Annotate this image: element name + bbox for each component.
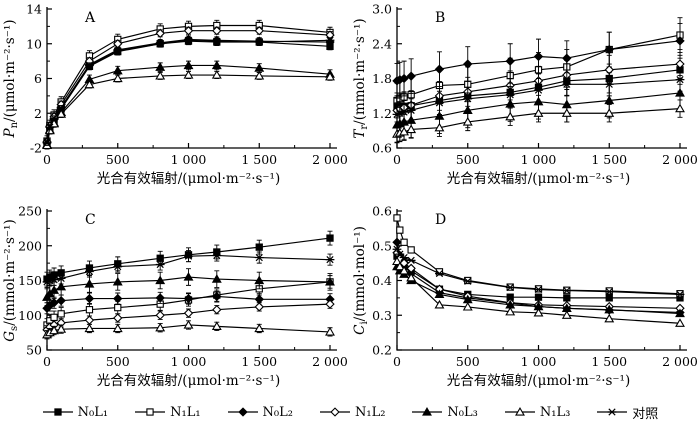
x-tick-label: 500 bbox=[456, 354, 480, 369]
legend-label: N₁L₁ bbox=[170, 404, 201, 420]
chart-panel-d: 0.2 0.3 0.4 0.5 0.6 0 500 1 000 1 500 2 000 D 光合有效辐… bbox=[352, 204, 698, 390]
x-tick-label: 1 500 bbox=[241, 354, 277, 369]
x-tick-label: 0 bbox=[43, 152, 51, 167]
y-tick-label: 250 bbox=[18, 204, 42, 219]
legend-item-5: N₁L₃ bbox=[504, 405, 570, 420]
chart-series-5 bbox=[392, 99, 685, 144]
y-tick-label: 50 bbox=[26, 343, 42, 358]
chart-panel-b: 0.6 1.2 1.8 2.4 3.0 0 500 1 000 1 500 2 000 B 光合有效辐… bbox=[352, 2, 698, 188]
y-tick-label: 10 bbox=[26, 36, 42, 51]
y-tick-label: 0.4 bbox=[372, 273, 392, 288]
y-tick-label: -2 bbox=[30, 141, 42, 156]
legend-item-4: N₀L₃ bbox=[411, 404, 478, 420]
legend-triangle-filled-icon bbox=[412, 406, 443, 416]
legend-label: N₀L₂ bbox=[262, 404, 293, 420]
legend-label: 对照 bbox=[632, 406, 659, 422]
y-tick-label: 1.2 bbox=[372, 106, 392, 121]
chart-series-6 bbox=[42, 249, 335, 288]
y-axis-label: Gs/(mmol·m⁻²·s⁻¹) bbox=[2, 219, 20, 341]
x-tick-label: 0 bbox=[393, 152, 401, 167]
x-tick-label: 1 500 bbox=[241, 152, 277, 167]
legend-diamond-filled-icon bbox=[227, 407, 258, 417]
y-tick-label: 0.2 bbox=[372, 343, 392, 358]
y-tick-label: 1.8 bbox=[372, 71, 392, 86]
panel-letter: D bbox=[435, 212, 446, 228]
y-tick-label: 0.6 bbox=[372, 204, 392, 219]
panel-letter: C bbox=[85, 212, 96, 228]
chart-series-6 bbox=[392, 67, 685, 127]
chart-series-5 bbox=[392, 256, 685, 327]
x-tick-label: 1 500 bbox=[591, 354, 627, 369]
x-axis-label: 光合有效辐射/(μmol·m⁻²·s⁻¹) bbox=[447, 171, 631, 187]
x-axis-label: 光合有效辐射/(μmol·m⁻²·s⁻¹) bbox=[97, 171, 281, 187]
x-tick-label: 0 bbox=[43, 354, 51, 369]
axes: 50 100 150 200 250 0 500 1 000 1 500 2 000 bbox=[18, 204, 348, 370]
legend-item-1: N₁L₁ bbox=[134, 404, 201, 420]
y-tick-label: 2 bbox=[34, 106, 42, 121]
y-tick-label: 150 bbox=[18, 273, 42, 288]
legend-label: N₁L₂ bbox=[354, 404, 386, 420]
x-tick-label: 500 bbox=[106, 354, 130, 369]
y-axis-label: Pn/(μmol·m⁻²·s⁻¹) bbox=[2, 19, 20, 138]
legend-label: N₀L₁ bbox=[77, 404, 109, 420]
chart-legend: N₀L₁ N₁L₁ N₀L₂ N₁L₂ N₀L₃ N₁L₃ 对照 bbox=[0, 398, 700, 426]
panel-letter: B bbox=[435, 10, 445, 26]
legend-item-2: N₀L₂ bbox=[227, 405, 293, 420]
chart-panel-a: -2 2 6 10 14 0 500 1 000 1 500 2 000 A 光合有效辐射/(μmol… bbox=[2, 2, 348, 188]
y-tick-label: 0.5 bbox=[372, 238, 392, 253]
axes: 0.2 0.3 0.4 0.5 0.6 0 500 1 000 1 500 2 000 bbox=[372, 204, 698, 370]
x-tick-label: 1 000 bbox=[171, 354, 207, 369]
y-tick-label: 200 bbox=[18, 238, 42, 253]
x-tick-label: 1 500 bbox=[591, 152, 627, 167]
x-axis-label: 光合有效辐射/(μmol·m⁻²·s⁻¹) bbox=[97, 373, 281, 389]
y-tick-label: 14 bbox=[26, 2, 42, 17]
y-tick-label: 0.6 bbox=[372, 141, 392, 156]
chart-series-2 bbox=[392, 23, 685, 99]
legend-diamond-open-icon bbox=[319, 407, 350, 417]
legend-label: N₁L₃ bbox=[539, 404, 571, 420]
chart-series-4 bbox=[42, 268, 335, 306]
legend-label: N₀L₃ bbox=[447, 404, 478, 420]
axes: 0.6 1.2 1.8 2.4 3.0 0 500 1 000 1 500 2 000 bbox=[372, 2, 698, 168]
x-tick-label: 1 000 bbox=[521, 152, 557, 167]
panel-letter: A bbox=[84, 10, 96, 26]
x-tick-label: 2 000 bbox=[662, 354, 698, 369]
chart-panel-c: 50 100 150 200 250 0 500 1 000 1 500 2 000 C 光合有效辐射… bbox=[2, 204, 348, 390]
axes: -2 2 6 10 14 0 500 1 000 1 500 2 000 bbox=[26, 2, 348, 168]
x-tick-label: 2 000 bbox=[312, 354, 348, 369]
x-axis-label: 光合有效辐射/(μmol·m⁻²·s⁻¹) bbox=[447, 373, 631, 389]
x-tick-label: 0 bbox=[393, 354, 401, 369]
legend-item-3: N₁L₂ bbox=[319, 405, 385, 420]
legend-item-6: 对照 bbox=[596, 403, 658, 422]
x-tick-label: 1 000 bbox=[171, 152, 207, 167]
chart-series-2 bbox=[42, 34, 335, 148]
x-tick-label: 2 000 bbox=[312, 152, 348, 167]
y-tick-label: 0.3 bbox=[372, 308, 392, 323]
y-tick-label: 3.0 bbox=[372, 2, 392, 17]
y-tick-label: 100 bbox=[18, 308, 42, 323]
y-tick-label: 2.4 bbox=[372, 36, 392, 51]
chart-series-6 bbox=[42, 36, 335, 147]
x-tick-label: 500 bbox=[106, 152, 130, 167]
chart-series-6 bbox=[392, 245, 685, 299]
legend-star-icon bbox=[597, 408, 628, 416]
y-axis-label: Ci/(mmol·mol⁻¹) bbox=[352, 226, 370, 335]
x-tick-label: 1 000 bbox=[521, 354, 557, 369]
y-tick-label: 6 bbox=[34, 71, 42, 86]
legend-item-0: N₀L₁ bbox=[42, 405, 108, 420]
legend-square-open-icon bbox=[135, 408, 166, 416]
x-tick-label: 2 000 bbox=[662, 152, 698, 167]
legend-triangle-open-icon bbox=[504, 406, 535, 416]
chart-series-5 bbox=[42, 319, 335, 340]
y-axis-label: Tr/(mmol·m⁻²·s⁻¹) bbox=[352, 18, 370, 138]
legend-square-filled-icon bbox=[42, 408, 73, 416]
x-tick-label: 500 bbox=[456, 152, 480, 167]
